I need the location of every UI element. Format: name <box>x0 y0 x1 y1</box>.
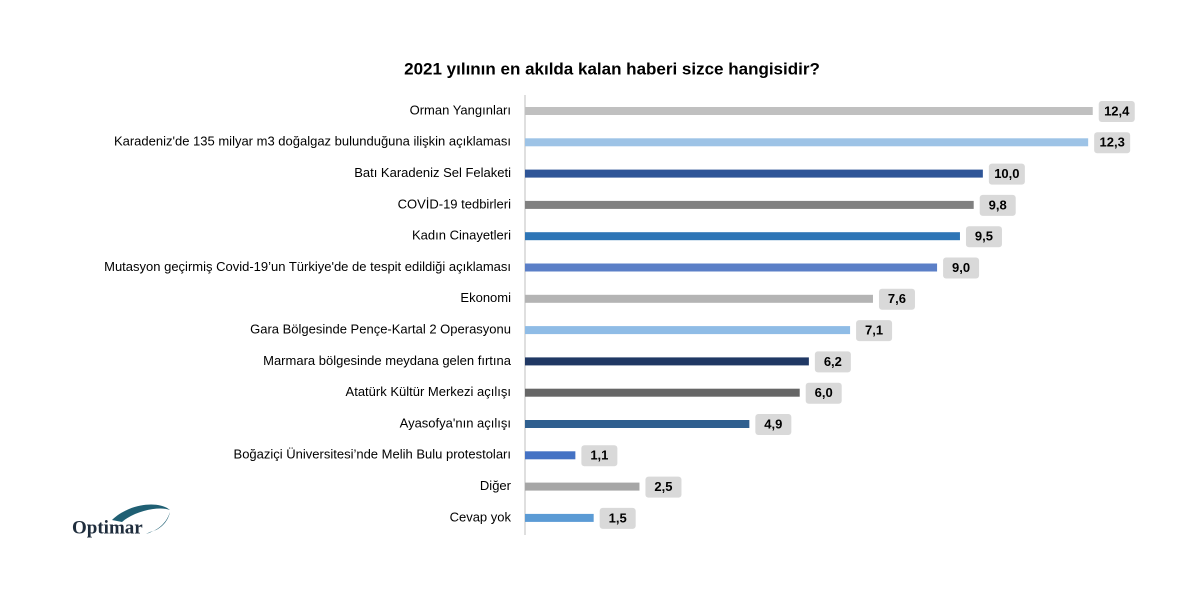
category-label: Gara Bölgesinde Pençe-Kartal 2 Operasyon… <box>250 322 511 337</box>
value-label-box <box>1094 132 1131 154</box>
bar <box>525 107 1093 115</box>
value-label: 6,0 <box>815 385 833 400</box>
value-label: 2,5 <box>654 479 672 494</box>
category-label: Mutasyon geçirmiş Covid-19’un Türkiye'de… <box>104 259 511 274</box>
category-label: Kadın Cinayetleri <box>412 228 511 243</box>
value-label: 10,0 <box>994 166 1019 181</box>
value-label-box <box>755 414 792 435</box>
logo: Optimar <box>72 504 170 538</box>
bar <box>525 482 640 491</box>
category-label: Orman Yangınları <box>410 102 511 117</box>
category-label: COVİD-19 tedbirleri <box>398 196 512 211</box>
category-label: Ayasofya'nın açılışı <box>400 415 511 430</box>
value-label-box <box>805 382 842 404</box>
bar <box>525 232 960 241</box>
value-label: 7,1 <box>865 323 883 338</box>
bar <box>525 326 851 335</box>
category-label: Cevap yok <box>450 509 512 524</box>
value-label: 7,6 <box>888 291 906 306</box>
bar <box>525 169 983 178</box>
bar <box>525 513 594 522</box>
category-label: Ekonomi <box>460 290 511 305</box>
logo-text: Optimar <box>72 517 143 538</box>
logo-swoosh <box>146 512 170 534</box>
category-label: Atatürk Kültür Merkezi açılışı <box>346 384 511 399</box>
value-label-box <box>599 507 636 529</box>
value-label-box <box>878 288 915 310</box>
bar <box>525 200 974 209</box>
bar <box>525 263 938 272</box>
value-label-box <box>965 226 1002 248</box>
bar <box>525 388 800 397</box>
value-label: 1,1 <box>590 448 608 463</box>
value-label-box <box>979 194 1016 216</box>
value-label: 9,8 <box>989 197 1007 212</box>
value-label: 9,5 <box>975 229 993 244</box>
logo-swoosh <box>112 504 170 522</box>
category-label: Boğaziçi Üniversitesi’nde Melih Bulu pro… <box>234 447 511 462</box>
category-label: Batı Karadeniz Sel Felaketi <box>354 165 511 180</box>
category-label: Diğer <box>480 478 512 493</box>
value-label-box <box>943 257 980 279</box>
bar <box>525 420 750 428</box>
category-label: Karadeniz'de 135 milyar m3 doğalgaz bulu… <box>114 134 511 149</box>
value-label-box <box>856 320 893 342</box>
value-label-box <box>645 476 682 498</box>
value-label: 12,4 <box>1104 103 1130 118</box>
value-label-box <box>988 163 1025 185</box>
value-label: 6,2 <box>824 354 842 369</box>
bar <box>525 294 873 303</box>
bar <box>525 451 576 460</box>
value-label: 12,3 <box>1100 135 1125 150</box>
value-label: 4,9 <box>764 416 782 431</box>
chart-title: 2021 yılının en akılda kalan haberi sizc… <box>404 59 820 78</box>
bar <box>525 357 809 366</box>
value-label-box <box>1098 101 1135 122</box>
value-label: 9,0 <box>952 260 970 275</box>
value-label-box <box>814 351 851 373</box>
value-label: 1,5 <box>609 510 627 525</box>
category-label: Marmara bölgesinde meydana gelen fırtına <box>263 353 512 368</box>
bar <box>525 138 1089 147</box>
value-label-box <box>581 445 618 467</box>
